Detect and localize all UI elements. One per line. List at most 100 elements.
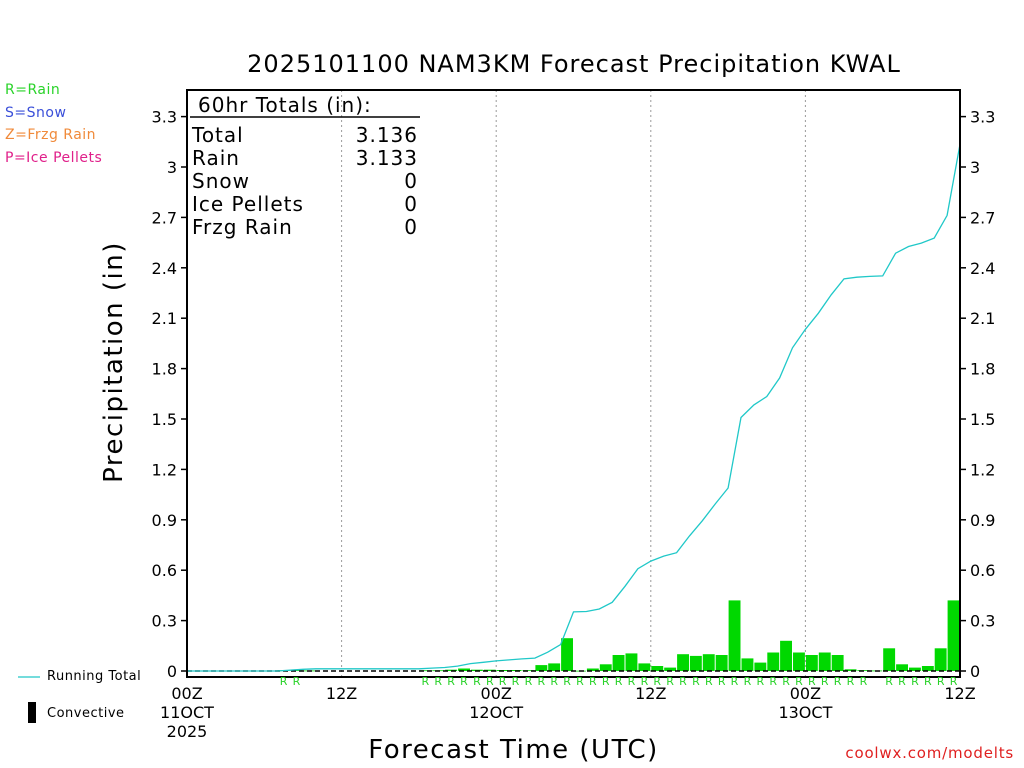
xtick-label-0-0: 00Z	[171, 684, 202, 703]
plot-frame	[186, 89, 961, 678]
precip-type-marker-h40: R	[692, 675, 700, 688]
totals-label-4: Frzg Rain	[192, 215, 293, 239]
precip-type-marker-h20: R	[434, 675, 442, 688]
precip-bar-h39	[677, 654, 689, 671]
totals-value-1: 3.133	[356, 146, 418, 170]
ytick-label-right-1: 0.3	[970, 612, 995, 631]
ytick-label-left-3: 0.9	[152, 511, 177, 530]
precip-type-marker-h33: R	[602, 675, 610, 688]
ytick-label-left-9: 2.7	[152, 208, 177, 227]
ytick-label-left-11: 3.3	[152, 108, 177, 127]
chart-title: 2025101100 NAM3KM Forecast Precipitation…	[247, 50, 901, 78]
precip-bar-h28	[535, 665, 548, 671]
precip-type-marker-h48: R	[795, 675, 803, 688]
precip-type-marker-h43: R	[731, 675, 739, 688]
ytick-label-right-10: 3	[970, 158, 980, 177]
precip-type-marker-h21: R	[447, 675, 455, 688]
precip-type-marker-h37: R	[653, 675, 661, 688]
precip-type-marker-h45: R	[756, 675, 764, 688]
precip-type-marker-h42: R	[718, 675, 726, 688]
precip-bar-h35	[625, 653, 638, 671]
precip-type-marker-h23: R	[473, 675, 481, 688]
precip-bar-h24	[483, 669, 496, 671]
legend-convective-swatch	[28, 702, 36, 723]
precip-type-marker-h8: R	[280, 675, 288, 688]
precip-bar-h57	[909, 667, 921, 671]
precip-bar-h33	[599, 664, 612, 671]
precip-bar-h42	[715, 655, 728, 671]
precip-type-marker-h46: R	[769, 675, 777, 688]
precip-bar-h44	[741, 658, 754, 671]
precip-type-marker-h44: R	[744, 675, 752, 688]
precip-bar-h45	[754, 662, 767, 671]
precip-type-marker-h36: R	[641, 675, 649, 688]
precip-bar-h19	[419, 670, 432, 672]
precip-type-marker-h56: R	[898, 675, 906, 688]
xtick-label-2-1: 12OCT	[469, 703, 523, 722]
precip-type-marker-h59: R	[937, 675, 945, 688]
precip-type-marker-h47: R	[782, 675, 790, 688]
legend-frzg-rain: Z=Frzg Rain	[5, 127, 97, 143]
precip-type-marker-h31: R	[576, 675, 584, 688]
precip-bar-h51	[831, 655, 844, 671]
xtick-label-0-1: 11OCT	[160, 703, 214, 722]
precip-type-marker-h35: R	[628, 675, 636, 688]
legend-running-total-label: Running Total	[47, 669, 142, 684]
ytick-label-right-5: 1.5	[970, 410, 995, 429]
xtick-label-1-0: 12Z	[326, 684, 357, 703]
precip-bar-h56	[896, 664, 908, 671]
precip-type-marker-h41: R	[705, 675, 713, 688]
precip-type-marker-h29: R	[550, 675, 558, 688]
ytick-label-left-5: 1.5	[152, 410, 177, 429]
precip-bar-h43	[728, 600, 741, 671]
precip-bar-h34	[612, 655, 625, 671]
precip-type-marker-h28: R	[537, 675, 545, 688]
ytick-label-right-3: 0.9	[970, 511, 995, 530]
ytick-label-left-1: 0.3	[152, 612, 177, 631]
xtick-label-5-0: 12Z	[944, 684, 975, 703]
totals-label-2: Snow	[192, 169, 250, 193]
precip-bar-h49	[805, 655, 818, 671]
precip-bar-h36	[638, 663, 651, 671]
x-axis-title: Forecast Time (UTC)	[368, 735, 659, 765]
legend-snow: S=Snow	[5, 105, 67, 121]
precip-bar-h30	[561, 638, 573, 671]
credit-link[interactable]: coolwx.com/modelts	[845, 744, 1014, 762]
ytick-label-right-11: 3.3	[970, 108, 995, 127]
ytick-label-left-2: 0.6	[152, 561, 177, 580]
ytick-label-left-10: 3	[167, 158, 177, 177]
xtick-label-4-0: 00Z	[790, 684, 821, 703]
precip-type-marker-h25: R	[499, 675, 507, 688]
ytick-label-left-0: 0	[167, 662, 177, 681]
ytick-label-right-8: 2.4	[970, 259, 995, 278]
precip-type-marker-h19: R	[421, 675, 429, 688]
ytick-label-right-9: 2.7	[970, 208, 995, 227]
ytick-label-right-4: 1.2	[970, 460, 995, 479]
precip-bar-h48	[793, 652, 805, 671]
running-total-line	[187, 144, 961, 672]
precip-type-marker-h57: R	[911, 675, 919, 688]
y-axis-title: Precipitation (in)	[99, 241, 129, 483]
precip-bar-h47	[780, 640, 792, 671]
precip-bar-h46	[767, 652, 780, 671]
precip-type-marker-h55: R	[885, 675, 893, 688]
precip-type-marker-h53: R	[860, 675, 868, 688]
totals-label-1: Rain	[192, 146, 240, 170]
precip-bar-h38	[664, 667, 677, 671]
precip-type-marker-h24: R	[486, 675, 494, 688]
totals-value-0: 3.136	[356, 123, 418, 147]
ytick-label-left-6: 1.8	[152, 360, 177, 379]
totals-value-2: 0	[404, 169, 418, 193]
totals-value-3: 0	[404, 192, 418, 216]
totals-label-3: Ice Pellets	[192, 192, 304, 216]
precip-type-marker-h52: R	[847, 675, 855, 688]
legend-rain: R=Rain	[5, 82, 61, 98]
legend-ice-pellets: P=Ice Pellets	[5, 150, 103, 166]
precip-bar-h22	[458, 668, 470, 671]
precip-type-marker-h34: R	[615, 675, 623, 688]
precip-bar-h60	[947, 600, 960, 671]
precip-type-marker-h9: R	[293, 675, 301, 688]
ytick-label-right-0: 0	[970, 662, 980, 681]
totals-header: 60hr Totals (in):	[198, 93, 372, 117]
